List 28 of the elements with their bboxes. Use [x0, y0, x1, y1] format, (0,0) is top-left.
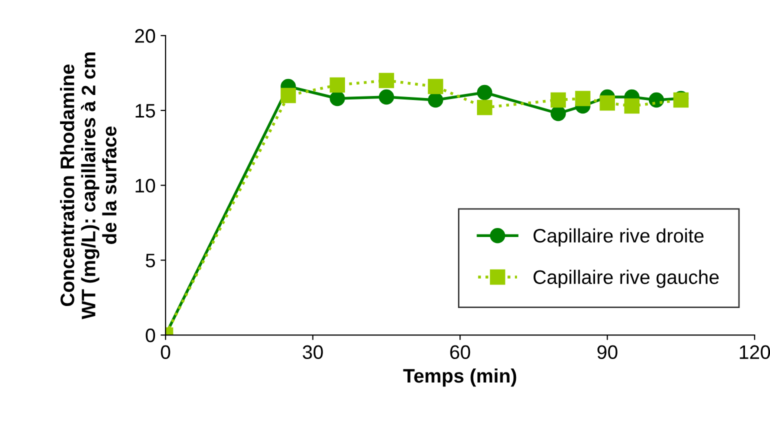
y-tick-label: 5 [146, 254, 156, 268]
point [330, 77, 345, 93]
x-tick-label: 30 [302, 345, 323, 360]
x-axis-title: Temps (min) [403, 368, 516, 387]
y-tick-label: 15 [136, 104, 156, 118]
x-tick-label: 90 [597, 345, 618, 360]
point [378, 72, 394, 88]
point [280, 88, 296, 104]
y-axis-title: Concentration Rhodamine WT (mg/L): capillaires à 2 cm de la surface [60, 52, 116, 320]
point [600, 95, 615, 111]
point [550, 106, 566, 122]
point [624, 98, 640, 114]
x-tick-label: 120 [740, 345, 770, 360]
point [476, 84, 492, 100]
point [428, 92, 444, 108]
point [476, 100, 492, 116]
y-tick-label: 20 [135, 29, 156, 43]
point [428, 78, 444, 94]
point [575, 90, 590, 106]
y-tick-label: 0 [146, 328, 156, 342]
legend-label: Capillaire rive gauche [534, 270, 719, 288]
x-tick-label: 60 [450, 345, 470, 360]
x-tick-label: 0 [160, 345, 170, 360]
legend-label: Capillaire rive droite [534, 228, 704, 246]
point [330, 90, 345, 106]
point [378, 89, 394, 105]
y-tick-label: 10 [136, 178, 156, 193]
point [550, 92, 566, 108]
